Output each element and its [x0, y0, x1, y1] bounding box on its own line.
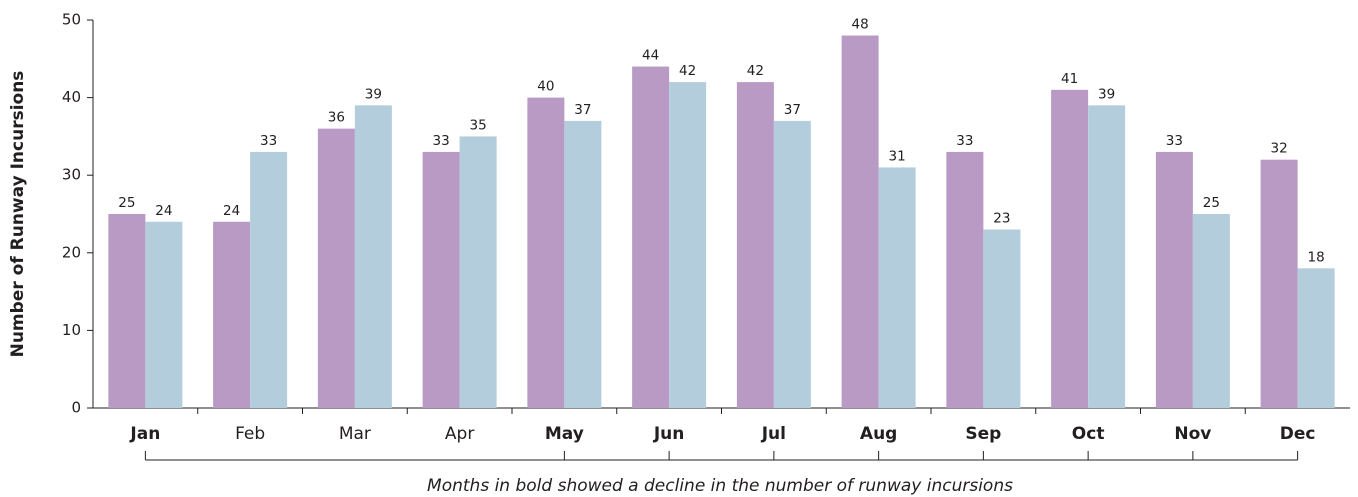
x-tick-label: Jul: [761, 424, 786, 444]
x-tick-label: Dec: [1280, 424, 1316, 444]
bar: [983, 229, 1021, 408]
bar: [317, 128, 355, 408]
y-tick-label: 50: [62, 11, 81, 29]
value-label: 39: [1098, 86, 1115, 102]
x-tick-label: Oct: [1072, 424, 1105, 444]
bar: [145, 221, 183, 408]
x-tick-label: Aug: [860, 424, 897, 444]
bar: [1088, 105, 1126, 409]
value-label: 36: [328, 110, 345, 126]
y-tick-label: 20: [62, 243, 81, 261]
bar: [841, 35, 879, 409]
y-tick-label: 40: [62, 88, 81, 106]
value-label: 33: [433, 133, 450, 149]
x-tick-label: Apr: [445, 424, 474, 444]
bar: [773, 120, 811, 408]
bar: [1260, 159, 1298, 408]
value-label: 31: [889, 148, 906, 164]
y-axis-label: Number of Runway Incursions: [8, 71, 28, 358]
value-label: 40: [537, 79, 554, 95]
bar: [878, 167, 916, 408]
value-label: 32: [1271, 141, 1288, 157]
bar: [736, 82, 774, 408]
bar: [422, 151, 460, 409]
bar: [250, 151, 288, 409]
bar: [459, 136, 497, 408]
bar: [1192, 214, 1230, 408]
y-tick-label: 30: [62, 166, 81, 184]
bar: [1051, 89, 1089, 408]
x-tick-label: Jan: [129, 424, 160, 444]
bar: [632, 66, 670, 408]
y-tick-label: 0: [71, 399, 81, 417]
value-label: 35: [470, 117, 487, 133]
value-label: 25: [1203, 195, 1220, 211]
x-tick-label: Jun: [653, 424, 685, 444]
bar: [564, 120, 602, 408]
x-tick-label: Nov: [1174, 424, 1211, 444]
value-label: 37: [574, 102, 591, 118]
value-label: 41: [1061, 71, 1078, 87]
bar: [946, 151, 984, 409]
value-label: 24: [223, 203, 240, 219]
bar: [354, 105, 392, 409]
value-label: 33: [956, 133, 973, 149]
value-label: 42: [679, 63, 696, 79]
value-label: 33: [1166, 133, 1183, 149]
value-label: 44: [642, 48, 659, 64]
value-label: 18: [1308, 249, 1325, 265]
value-label: 48: [852, 17, 869, 33]
x-tick-label: Feb: [235, 424, 265, 444]
value-label: 39: [365, 86, 382, 102]
bar: [108, 214, 146, 408]
value-label: 42: [747, 63, 764, 79]
annotation: Months in bold showed a decline in the n…: [427, 476, 1013, 496]
bar: [1297, 268, 1335, 408]
x-tick-label: Mar: [339, 424, 371, 444]
value-label: 37: [784, 102, 801, 118]
bar: [1155, 151, 1193, 409]
x-tick-label: Sep: [965, 424, 1001, 444]
y-tick-label: 10: [62, 321, 81, 339]
value-label: 25: [118, 195, 135, 211]
value-label: 24: [155, 203, 172, 219]
x-tick-label: May: [545, 424, 584, 444]
bar: [669, 82, 707, 408]
value-label: 23: [993, 211, 1010, 227]
value-label: 33: [260, 133, 277, 149]
bar: [213, 221, 251, 408]
bar: [527, 97, 565, 408]
